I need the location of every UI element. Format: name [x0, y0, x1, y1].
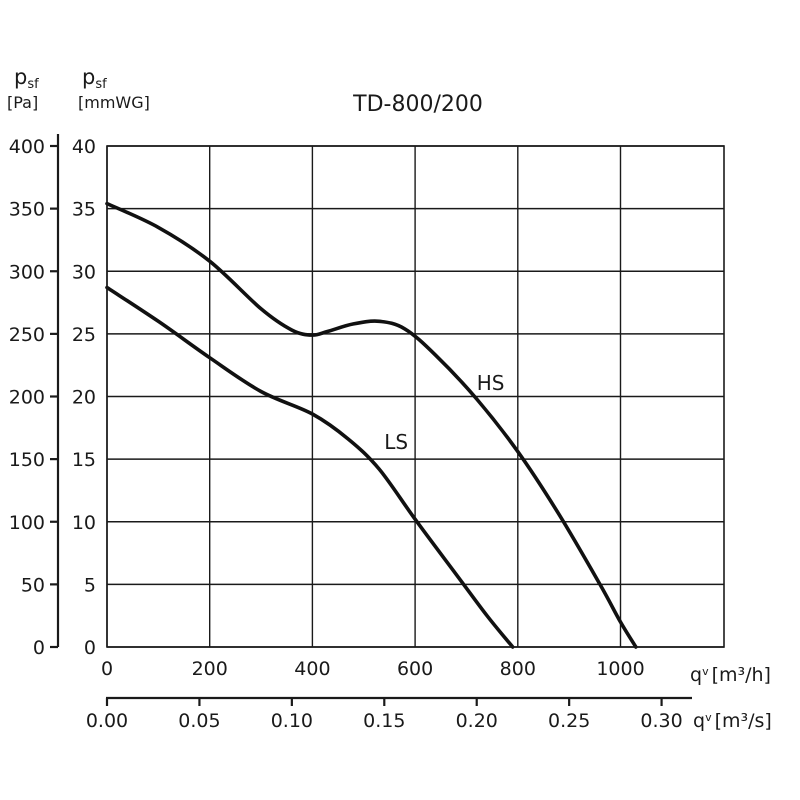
- series-ls-curve: [105, 285, 515, 649]
- m3h-tick-label-200: 200: [192, 658, 228, 680]
- m3h-tick-label-400: 400: [294, 658, 330, 680]
- mmwg-tick-label-35: 35: [72, 199, 96, 221]
- pa-tick-label-400: 400: [9, 136, 45, 158]
- mmwg-tick-label-20: 20: [72, 387, 96, 409]
- m3s-tick-label-1: 0.05: [178, 710, 220, 732]
- pa-tick-label-50: 50: [21, 574, 45, 596]
- series-hs-curve: [105, 201, 638, 649]
- mmwg-axis-symbol: p: [82, 65, 95, 89]
- pa-axis-header: psf [Pa]: [7, 65, 39, 112]
- pa-tick-label-100: 100: [9, 512, 45, 534]
- m3s-tick-layer: 0.00 0.05 0.10 0.15 0.20 0.25 0.30: [86, 698, 683, 732]
- m3h-axis-unit: [m³/h]: [712, 664, 771, 686]
- m3s-tick-label-0: 0.00: [86, 710, 128, 732]
- pa-axis-unit: [Pa]: [7, 93, 38, 112]
- mmwg-tick-label-15: 15: [72, 449, 96, 471]
- pa-tick-label-200: 200: [9, 387, 45, 409]
- pa-tick-label-150: 150: [9, 449, 45, 471]
- pa-axis-symbol: p: [14, 65, 27, 89]
- mmwg-tick-label-25: 25: [72, 324, 96, 346]
- m3h-tick-layer: 0 200 400 600 800 1000: [101, 658, 645, 680]
- series-hs-label: HS: [477, 371, 505, 395]
- svg-text:psf: psf: [82, 65, 107, 92]
- m3h-tick-label-600: 600: [397, 658, 433, 680]
- m3h-axis-symbol: q: [690, 664, 702, 686]
- mmwg-tick-label-10: 10: [72, 512, 96, 534]
- mmwg-tick-layer: 0 5 10 15 20 25 30 35 40: [72, 136, 96, 659]
- m3s-axis-unit: [m³/s]: [715, 710, 772, 732]
- mmwg-tick-label-40: 40: [72, 136, 96, 158]
- mmwg-axis-header: psf [mmWG]: [78, 65, 150, 112]
- mmwg-tick-label-30: 30: [72, 261, 96, 283]
- series-layer: HS LS: [105, 201, 638, 649]
- series-ls-label: LS: [384, 430, 408, 454]
- m3s-tick-label-4: 0.20: [456, 710, 498, 732]
- m3h-axis-label: qv [m³/h]: [690, 664, 771, 686]
- m3s-tick-label-3: 0.15: [363, 710, 405, 732]
- mmwg-tick-label-5: 5: [84, 574, 96, 596]
- pa-tick-label-300: 300: [9, 261, 45, 283]
- m3s-axis-label: qv [m³/s]: [693, 710, 772, 732]
- m3s-tick-label-2: 0.10: [271, 710, 313, 732]
- mmwg-axis-subscript: sf: [95, 77, 107, 92]
- pa-axis-subscript: sf: [27, 77, 39, 92]
- plot-frame: [106, 145, 725, 648]
- m3s-tick-label-5: 0.25: [548, 710, 590, 732]
- m3h-tick-label-1000: 1000: [596, 658, 644, 680]
- svg-text:psf: psf: [14, 65, 39, 92]
- chart-title: TD-800/200: [352, 92, 483, 117]
- pa-tick-label-350: 350: [9, 199, 45, 221]
- m3h-axis-subscript: v: [702, 665, 709, 678]
- m3s-axis-symbol: q: [693, 710, 705, 732]
- pa-tick-layer: 0 50 100 150 200 250 300 350 400: [9, 136, 58, 659]
- m3h-tick-label-800: 800: [500, 658, 536, 680]
- m3s-tick-label-6: 0.30: [640, 710, 682, 732]
- grid-layer: [106, 145, 724, 648]
- m3h-tick-label-0: 0: [101, 658, 113, 680]
- mmwg-tick-label-0: 0: [84, 637, 96, 659]
- pa-tick-label-0: 0: [33, 637, 45, 659]
- pa-tick-label-250: 250: [9, 324, 45, 346]
- mmwg-axis-unit: [mmWG]: [78, 93, 150, 112]
- m3s-axis-subscript: v: [705, 711, 712, 724]
